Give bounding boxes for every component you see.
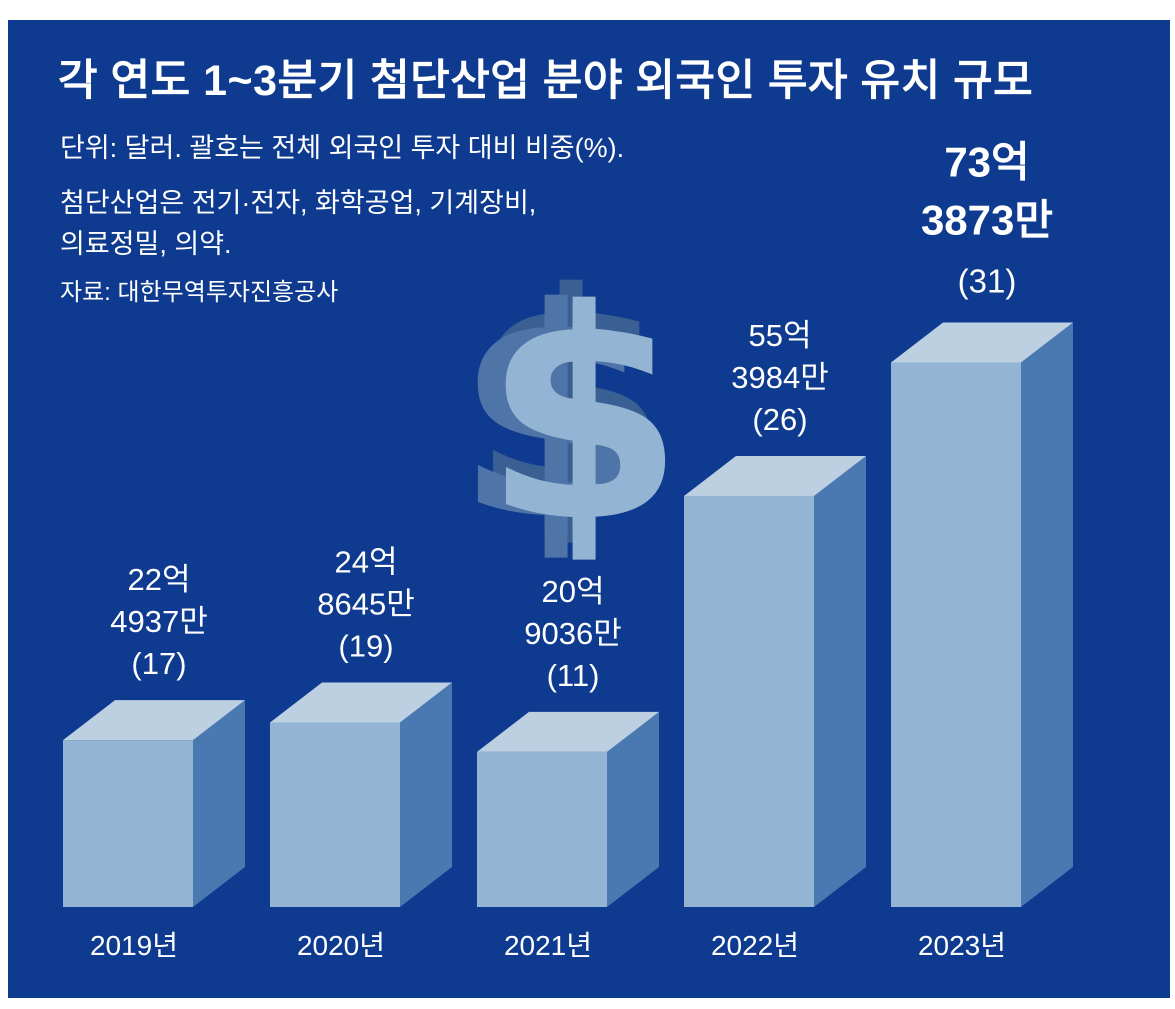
bar-4: 2022년 55억 3984만 (26) bbox=[684, 318, 866, 961]
value-label: 22억 bbox=[127, 562, 190, 597]
bar-3: 2021년 20억 9036만 (11) bbox=[477, 574, 659, 961]
bar-front-face bbox=[684, 495, 814, 907]
category-label: 2019년 bbox=[90, 930, 178, 961]
scope-note-line2: 의료정밀, 의약. bbox=[60, 229, 232, 259]
value-label: 3984만 bbox=[731, 360, 828, 395]
bar-side-face bbox=[607, 711, 659, 907]
value-label: 24억 bbox=[334, 545, 397, 580]
bar-5: 2023년 73억 3873만 (31) bbox=[891, 138, 1073, 961]
bar-side-face bbox=[1021, 322, 1073, 907]
value-label: 20억 bbox=[541, 574, 604, 609]
value-label: 55억 bbox=[748, 318, 811, 353]
chart-title: 각 연도 1~3분기 첨단산업 분야 외국인 투자 유치 규모 bbox=[58, 57, 1034, 105]
share-label: (17) bbox=[131, 646, 186, 681]
category-label: 2023년 bbox=[918, 930, 1006, 961]
bar-side-face bbox=[193, 700, 245, 907]
value-label: 3873만 bbox=[921, 196, 1053, 243]
bar-top-face bbox=[477, 711, 659, 752]
bar-front-face bbox=[477, 751, 607, 907]
category-label: 2020년 bbox=[297, 930, 385, 961]
source-note: 자료: 대한무역투자진흥공사 bbox=[60, 279, 339, 306]
value-label: 73억 bbox=[944, 138, 1029, 185]
share-label: (26) bbox=[752, 402, 807, 437]
bar-2: 2020년 24억 8645만 (19) bbox=[270, 545, 452, 961]
value-label: 8645만 bbox=[317, 587, 414, 622]
bar-1: 2019년 22억 4937만 (17) bbox=[63, 562, 245, 961]
bar-top-face bbox=[63, 700, 245, 741]
svg-text:$: $ bbox=[483, 249, 685, 586]
bar-front-face bbox=[63, 740, 193, 907]
share-label: (31) bbox=[958, 262, 1017, 299]
bar-front-face bbox=[891, 362, 1021, 907]
bar-top-face bbox=[891, 322, 1073, 363]
bar-front-face bbox=[270, 722, 400, 907]
unit-note: 단위: 달러. 괄호는 전체 외국인 투자 대비 비중(%). bbox=[60, 133, 625, 163]
scope-note-line1: 첨단산업은 전기·전자, 화학공업, 기계장비, bbox=[60, 188, 537, 218]
bar-side-face bbox=[400, 682, 452, 907]
category-label: 2022년 bbox=[711, 930, 799, 961]
share-label: (19) bbox=[338, 629, 393, 664]
dollar-sign-icon: $ $ $ bbox=[455, 232, 685, 586]
svg-text:$: $ bbox=[455, 247, 657, 584]
svg-text:$: $ bbox=[470, 232, 672, 569]
value-label: 4937만 bbox=[110, 604, 207, 639]
category-label: 2021년 bbox=[504, 930, 592, 961]
share-label: (11) bbox=[547, 658, 600, 693]
bar-top-face bbox=[270, 682, 452, 723]
bar-top-face bbox=[684, 455, 866, 496]
bar-side-face bbox=[814, 455, 866, 907]
value-label: 9036만 bbox=[524, 616, 621, 651]
